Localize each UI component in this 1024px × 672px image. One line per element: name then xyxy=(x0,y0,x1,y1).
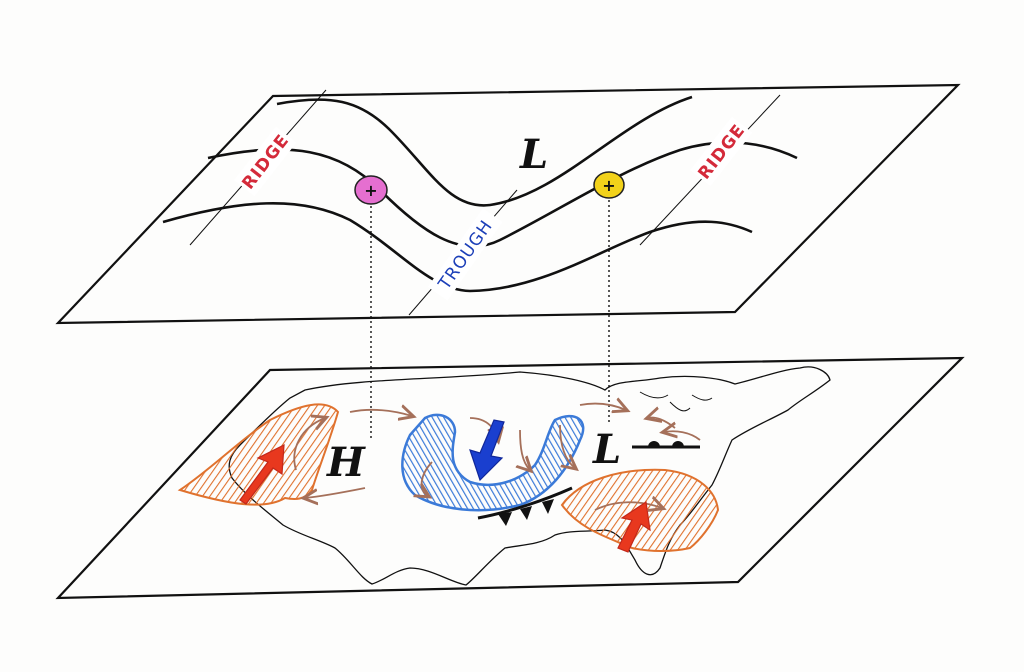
great-lakes xyxy=(639,391,713,412)
convergence-symbol: + xyxy=(602,176,615,195)
warm-region-west xyxy=(177,403,340,506)
trough-label-text: TROUGH xyxy=(434,217,497,295)
surface-low-label: L xyxy=(592,426,621,473)
trough-label: TROUGH xyxy=(427,208,503,301)
upper-level-plane: RIDGE TROUGH RIDGE L + + xyxy=(55,83,961,325)
warm-air-arrow-southeast xyxy=(617,500,651,553)
cold-region-central xyxy=(401,413,585,512)
surface-plane-outline xyxy=(55,356,965,600)
warm-front xyxy=(632,441,700,449)
cold-front xyxy=(477,486,573,526)
convergence-marker: + xyxy=(593,171,625,199)
divergence-marker: + xyxy=(354,175,388,205)
surface-plane: H L xyxy=(55,356,965,600)
cold-air-arrow xyxy=(469,419,505,482)
warm-air-arrow-west xyxy=(239,443,285,505)
wind-arrows xyxy=(293,404,701,510)
divergence-symbol: + xyxy=(364,181,377,200)
surface-high-label: H xyxy=(326,439,366,486)
upper-contour-3 xyxy=(162,201,753,293)
upper-contour-1 xyxy=(276,95,693,207)
upper-plane-outline xyxy=(55,83,961,325)
us-map-outline xyxy=(228,366,831,586)
ridge-label-west: RIDGE xyxy=(234,126,297,197)
upper-low-label: L xyxy=(519,131,548,178)
ridge-label-east: RIDGE xyxy=(690,116,753,187)
